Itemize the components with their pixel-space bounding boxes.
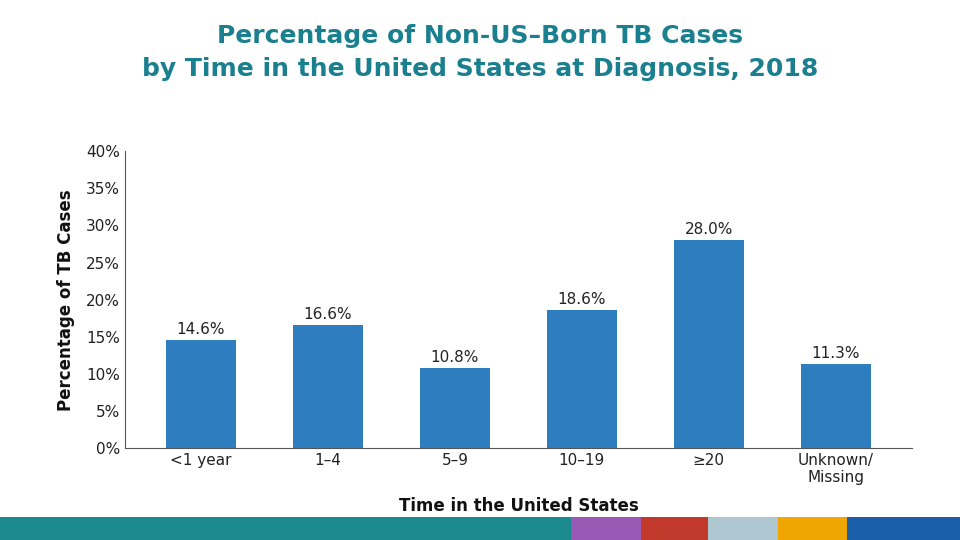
- Bar: [847, 517, 960, 540]
- Text: 16.6%: 16.6%: [303, 307, 352, 322]
- Text: 10.8%: 10.8%: [431, 350, 479, 365]
- Bar: [641, 517, 708, 540]
- Text: by Time in the United States at Diagnosis, 2018: by Time in the United States at Diagnosi…: [142, 57, 818, 80]
- Y-axis label: Percentage of TB Cases: Percentage of TB Cases: [57, 189, 75, 410]
- Bar: [420, 368, 490, 448]
- Bar: [0, 517, 571, 540]
- Bar: [708, 517, 778, 540]
- Text: Percentage of Non-US–Born TB Cases: Percentage of Non-US–Born TB Cases: [217, 24, 743, 48]
- Text: 11.3%: 11.3%: [811, 346, 860, 361]
- Text: 28.0%: 28.0%: [684, 222, 733, 237]
- X-axis label: Time in the United States: Time in the United States: [398, 497, 638, 515]
- Bar: [547, 310, 617, 448]
- Bar: [674, 240, 744, 448]
- Bar: [571, 517, 641, 540]
- Text: 18.6%: 18.6%: [558, 292, 606, 307]
- Bar: [778, 517, 847, 540]
- Bar: [293, 325, 363, 448]
- Bar: [166, 340, 236, 448]
- Bar: [801, 364, 871, 448]
- Text: 14.6%: 14.6%: [177, 322, 226, 337]
